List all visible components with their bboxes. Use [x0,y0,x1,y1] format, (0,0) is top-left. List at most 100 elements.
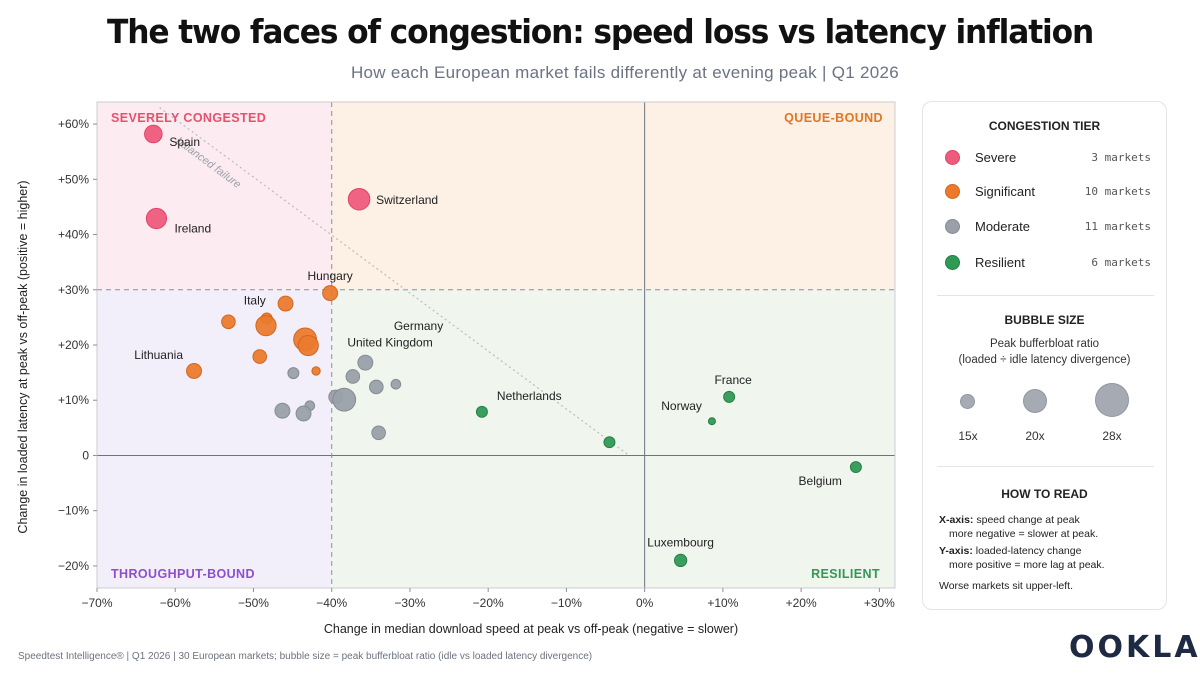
tier-label: Severe [975,150,1017,165]
resilient-swatch [945,255,960,270]
y-tick-label: +10% [58,393,89,407]
bubble-market [371,425,386,441]
how-to-read-heading: HOW TO READ [1001,487,1088,501]
quadrant-throughput-bound [97,289,332,588]
significant-swatch [945,184,960,199]
bubble-lithuania [186,362,202,379]
bubble-switzerland [347,187,371,211]
quadrant-label-throughput-bound: THROUGHPUT-BOUND [111,567,255,581]
bubble-market [332,387,357,412]
bubble-sample-medium [1023,389,1047,413]
y-tick-label: 0 [82,448,89,462]
bubble-norway [707,417,716,426]
point-label: Belgium [799,474,842,488]
x-tick-label: 0% [636,596,654,610]
bubble-market [252,349,268,364]
legend-tier-resilient: Resilient 6 markets [945,253,1151,273]
congestion-tier-heading: CONGESTION TIER [988,119,1101,133]
y-tick-label: +40% [58,228,89,242]
x-axis-label: Change in median download speed at peak … [324,622,738,636]
x-tick-label: −40% [316,596,347,610]
severe-swatch [945,150,960,165]
bubble-united-kingdom [357,354,374,371]
x-tick-label: +20% [786,596,817,610]
y-tick-label: +50% [58,172,89,186]
x-tick-label: +30% [864,596,895,610]
bubble-hungary [322,285,339,302]
howto-y-line: Y-axis: loaded-latency change [939,544,1081,558]
x-tick-label: +10% [707,596,738,610]
bubble-market [603,436,616,449]
point-label: Netherlands [497,389,562,403]
legend-panel: CONGESTION TIER Severe 3 markets Signifi… [922,101,1167,610]
y-tick-label: −20% [58,559,89,573]
x-tick-label: −60% [160,596,191,610]
howto-note: Worse markets sit upper-left. [939,580,1074,592]
bubble-germany [390,378,402,390]
bubble-spain [144,124,163,144]
bubble-size-heading: BUBBLE SIZE [1004,313,1085,327]
point-label: Lithuania [134,348,183,362]
tier-count: 3 markets [1091,151,1151,164]
bubble-market [345,369,361,384]
balanced-failure-line [159,107,630,456]
bubble-market [274,402,291,419]
point-label: Spain [169,135,200,149]
x-tick-label: −20% [473,596,504,610]
tier-label: Significant [975,184,1035,199]
chart-subtitle: How each European market fails different… [350,63,900,82]
bubble-market [295,405,312,422]
point-label: France [714,373,752,387]
x-tick-label: −70% [81,596,112,610]
y-tick-label: +60% [58,117,89,131]
tier-count: 11 markets [1084,220,1151,233]
bubble-belgium [849,461,862,474]
bubble-netherlands [475,405,488,418]
moderate-swatch [945,219,960,234]
legend-tier-severe: Severe 3 markets [945,148,1151,168]
y-tick-label: −10% [58,504,89,518]
bubble-sample-label: 28x [1102,429,1122,443]
bubble-size-desc-2: (loaded ÷ idle latency divergence) [958,354,1131,366]
x-tick-label: −10% [551,596,582,610]
bubble-market [287,367,300,380]
ookla-logo: OOKLA [1069,630,1200,665]
legend-tier-moderate: Moderate 11 markets [945,217,1151,237]
quadrant-queue-bound [331,102,895,290]
howto-x-line2: more negative = slower at peak. [949,528,1099,540]
howto-x-key: X-axis: [939,514,974,526]
tier-label: Moderate [975,219,1030,234]
y-tick-label: +30% [58,283,89,297]
legend-tier-significant: Significant 10 markets [945,182,1151,202]
howto-y-line2: more positive = more lag at peak. [949,559,1105,571]
bubble-luxembourg [673,553,688,568]
bubble-market [277,295,294,312]
quadrant-severely-congested [97,102,332,290]
bubble-sample-label: 15x [958,429,978,443]
point-label: Ireland [174,222,211,236]
tier-count: 10 markets [1084,185,1151,198]
bubble-france [723,390,736,403]
quadrant-label-severely-congested: SEVERELY CONGESTED [111,111,266,125]
bubble-market [221,314,236,330]
bubble-size-desc: Peak bufferbloat ratio [989,338,1100,350]
howto-x-text: speed change at peak [973,514,1080,526]
bubble-sample-small [960,394,975,409]
bubble-sample-large [1095,383,1129,417]
bubble-sample-label: 20x [1025,429,1045,443]
point-label: Hungary [307,269,352,283]
x-tick-label: −50% [238,596,269,610]
legend-divider [937,466,1154,467]
point-label: Norway [661,399,702,413]
tier-count: 6 markets [1091,256,1151,269]
quadrant-label-queue-bound: QUEUE-BOUND [784,111,883,125]
howto-y-key: Y-axis: [939,545,973,557]
howto-y-text: loaded-latency change [972,545,1082,557]
point-label: Italy [244,293,266,307]
quadrant-label-resilient: RESILIENT [811,567,880,581]
point-label: United Kingdom [347,336,432,350]
y-tick-label: +20% [58,338,89,352]
footer-source: Speedtest Intelligence® | Q1 2026 | 30 E… [18,651,593,662]
bubble-market [311,366,321,376]
x-tick-label: −30% [394,596,425,610]
